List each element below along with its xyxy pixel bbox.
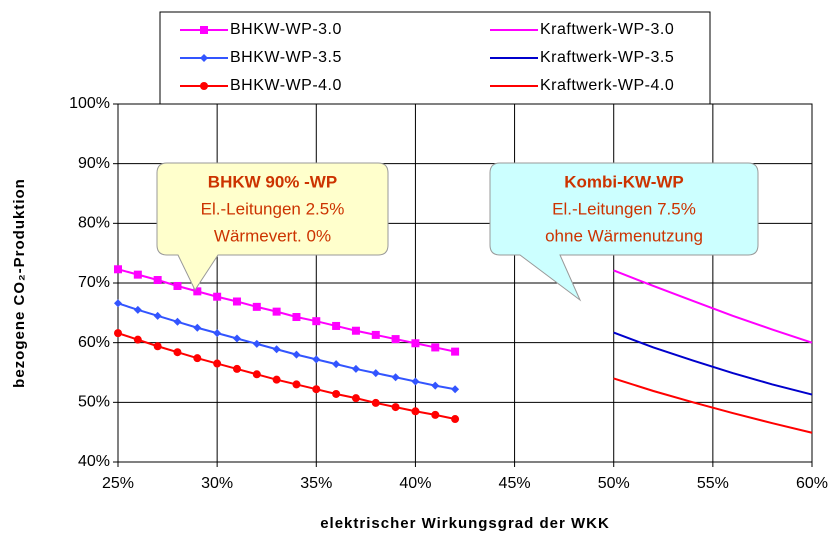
marker [200,26,208,34]
marker [451,415,460,424]
marker [431,343,440,352]
x-tick-label: 40% [399,475,431,492]
marker [371,369,380,378]
marker [431,410,440,419]
callout-text: ohne Wärmenutzung [545,226,703,245]
data-line [613,331,813,396]
x-tick-label: 35% [300,475,332,492]
marker [391,373,400,382]
marker [371,398,380,407]
marker [391,335,400,344]
y-tick-label: 60% [78,334,110,351]
y-tick-label: 100% [69,95,110,112]
marker [213,359,222,368]
y-axis-label: bezogene CO₂-Produktion [11,178,28,388]
marker [232,297,241,306]
marker [272,375,281,384]
marker [133,335,142,344]
marker [133,305,142,314]
marker [114,299,122,308]
marker [133,270,142,279]
legend-label: BHKW-WP-3.0 [230,21,342,38]
marker [173,281,182,290]
marker [411,377,420,386]
marker [292,313,301,322]
marker [213,329,222,338]
x-tick-label: 50% [598,475,630,492]
legend-label: BHKW-WP-3.5 [230,49,342,66]
callout-text: El.-Leitungen 7.5% [552,199,696,218]
x-axis-label: elektrischer Wirkungsgrad der WKK [320,515,610,532]
marker [451,347,460,356]
x-tick-label: 45% [499,475,531,492]
y-tick-label: 80% [78,215,110,232]
marker [332,321,341,330]
callout-text: El.-Leitungen 2.5% [201,199,345,218]
marker [153,276,162,285]
x-tick-label: 30% [201,475,233,492]
marker [200,82,208,90]
marker [252,339,261,348]
data-line [613,377,813,434]
callout [156,162,389,292]
x-tick-label: 55% [697,475,729,492]
marker [332,360,341,369]
marker [193,287,202,296]
marker [232,364,241,373]
y-tick-label: 40% [78,453,110,470]
marker [200,54,208,62]
marker [351,394,360,403]
callout [489,162,759,302]
legend-label: Kraftwerk-WP-4.0 [540,77,674,94]
legend [159,11,711,105]
legend-label: Kraftwerk-WP-3.0 [540,21,674,38]
marker [351,364,360,373]
marker [411,339,420,348]
marker [312,385,321,394]
data-line [117,302,456,391]
marker [193,323,202,332]
marker [411,407,420,416]
y-tick-label: 90% [78,155,110,172]
marker [451,385,460,394]
y-tick-label: 70% [78,274,110,291]
marker [292,350,301,359]
marker [292,380,301,389]
marker [371,330,380,339]
marker [272,345,281,354]
marker [213,292,222,301]
marker [431,381,440,390]
data-line [613,269,813,344]
marker [272,307,281,316]
marker [193,354,202,363]
marker [312,317,321,326]
marker [114,265,122,274]
x-tick-label: 60% [796,475,828,492]
callout-title: Kombi-KW-WP [564,172,684,191]
marker [252,302,261,311]
marker [391,403,400,412]
marker [332,389,341,398]
marker [114,329,122,338]
marker [153,342,162,351]
marker [351,326,360,335]
marker [173,348,182,357]
legend-label: Kraftwerk-WP-3.5 [540,49,674,66]
marker [252,370,261,379]
marker [312,355,321,364]
callout-text: Wärmevert. 0% [214,226,331,245]
callout-title: BHKW 90% -WP [208,172,337,191]
x-tick-label: 25% [102,475,134,492]
marker [232,334,241,343]
marker [153,311,162,320]
legend-label: BHKW-WP-4.0 [230,77,342,94]
y-tick-label: 50% [78,394,110,411]
marker [173,317,182,326]
